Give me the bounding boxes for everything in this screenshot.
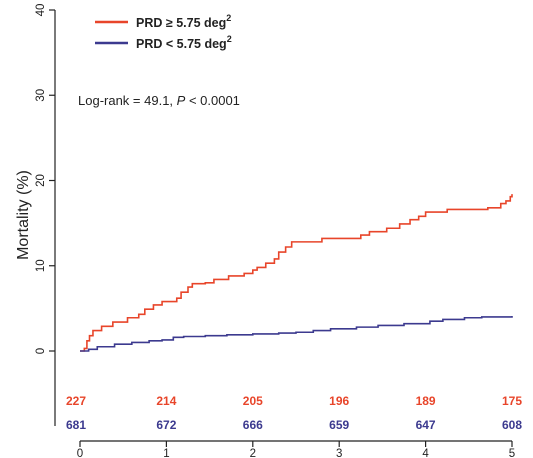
x-tick-label: 3: [336, 448, 342, 458]
legend-label-low-prd: PRD < 5.75 deg2: [136, 34, 232, 51]
x-tick-label: 0: [77, 448, 83, 458]
y-tick-label: 0: [35, 348, 47, 354]
x-tick-label: 2: [250, 448, 256, 458]
at-risk-value-high-prd: 196: [329, 394, 349, 408]
y-tick-label: 40: [35, 4, 47, 17]
at-risk-value-low-prd: 647: [416, 418, 436, 432]
series-lines: [80, 194, 513, 352]
y-tick-label: 20: [35, 174, 47, 187]
series-line-high-prd: [80, 194, 513, 352]
x-tick-label: 5: [509, 448, 515, 458]
y-tick-label: 30: [35, 89, 47, 102]
legend: PRD ≥ 5.75 deg2 PRD < 5.75 deg2: [95, 13, 232, 51]
x-tick-label: 4: [422, 448, 429, 458]
at-risk-value-high-prd: 189: [416, 394, 436, 408]
at-risk-value-low-prd: 681: [66, 418, 86, 432]
at-risk-value-low-prd: 659: [329, 418, 349, 432]
at-risk-value-low-prd: 666: [243, 418, 263, 432]
series-line-low-prd: [80, 316, 513, 352]
at-risk-value-high-prd: 214: [156, 394, 176, 408]
at-risk-value-high-prd: 227: [66, 394, 86, 408]
at-risk-value-high-prd: 205: [243, 394, 263, 408]
number-at-risk: 227 214 205 196 189 175 681 672 666 659 647 608: [66, 394, 522, 432]
at-risk-value-low-prd: 672: [156, 418, 176, 432]
y-tick-label: 10: [35, 259, 47, 272]
log-rank-annotation: Log-rank = 49.1, P < 0.0001: [78, 93, 240, 108]
legend-label-high-prd: PRD ≥ 5.75 deg2: [136, 13, 231, 30]
at-risk-value-high-prd: 175: [502, 394, 522, 408]
at-risk-value-low-prd: 608: [502, 418, 522, 432]
y-axis-label: Mortality (%): [15, 170, 32, 260]
x-tick-label: 1: [163, 448, 169, 458]
y-ticks: 0 10 20 30 40: [35, 4, 55, 354]
x-ticks: 0 1 2 3 4 5: [77, 441, 515, 458]
